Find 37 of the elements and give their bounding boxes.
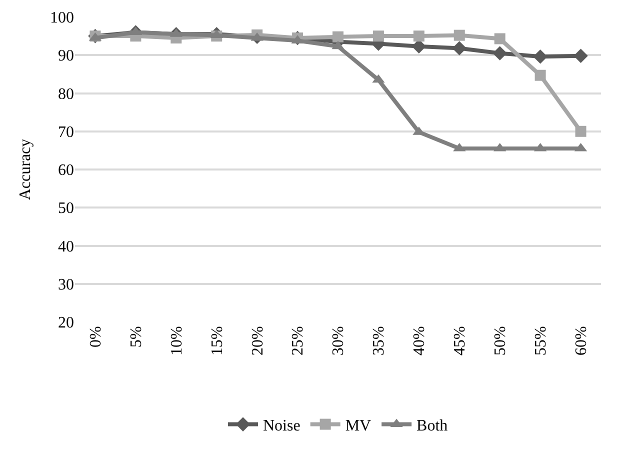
- y-tick-label: 50: [58, 200, 74, 218]
- y-axis-title: Accuracy: [16, 138, 34, 200]
- y-tick-label: 80: [58, 86, 74, 103]
- point: [574, 48, 588, 64]
- point: [533, 50, 548, 64]
- point: [534, 70, 546, 81]
- x-tick-label: 35%: [370, 326, 388, 356]
- y-tick-label: 70: [58, 124, 74, 141]
- x-tick-label: 60%: [572, 326, 590, 356]
- y-tick-label: 40: [58, 238, 74, 256]
- point: [332, 31, 344, 42]
- point: [494, 33, 506, 44]
- y-tick-label: 90: [58, 48, 74, 65]
- x-tick-label: 40%: [411, 326, 428, 356]
- legend-label: Both: [416, 418, 448, 435]
- legend-label: Noise: [263, 418, 300, 435]
- x-tick-label: 25%: [290, 326, 307, 356]
- point: [452, 41, 467, 56]
- x-tick-label: 0%: [87, 326, 104, 348]
- y-tick-label: 30: [58, 276, 74, 294]
- x-tick-label: 30%: [330, 326, 348, 356]
- x-tick-label: 55%: [532, 326, 550, 356]
- x-tick-label: 50%: [492, 326, 510, 356]
- x-tick-label: 45%: [452, 326, 469, 356]
- y-tick-label: 100: [50, 10, 74, 27]
- x-tick-label: 15%: [208, 326, 226, 356]
- point: [454, 30, 465, 41]
- y-tick-label: 60: [58, 162, 74, 180]
- point: [413, 30, 424, 42]
- x-tick-label: 10%: [168, 326, 186, 356]
- point: [575, 126, 586, 137]
- x-tick-label: 20%: [249, 326, 266, 356]
- y-tick-label: 20: [58, 314, 74, 332]
- x-tick-label: 5%: [128, 326, 145, 348]
- legend-label: MV: [345, 418, 372, 435]
- point: [372, 30, 384, 42]
- point: [492, 46, 507, 60]
